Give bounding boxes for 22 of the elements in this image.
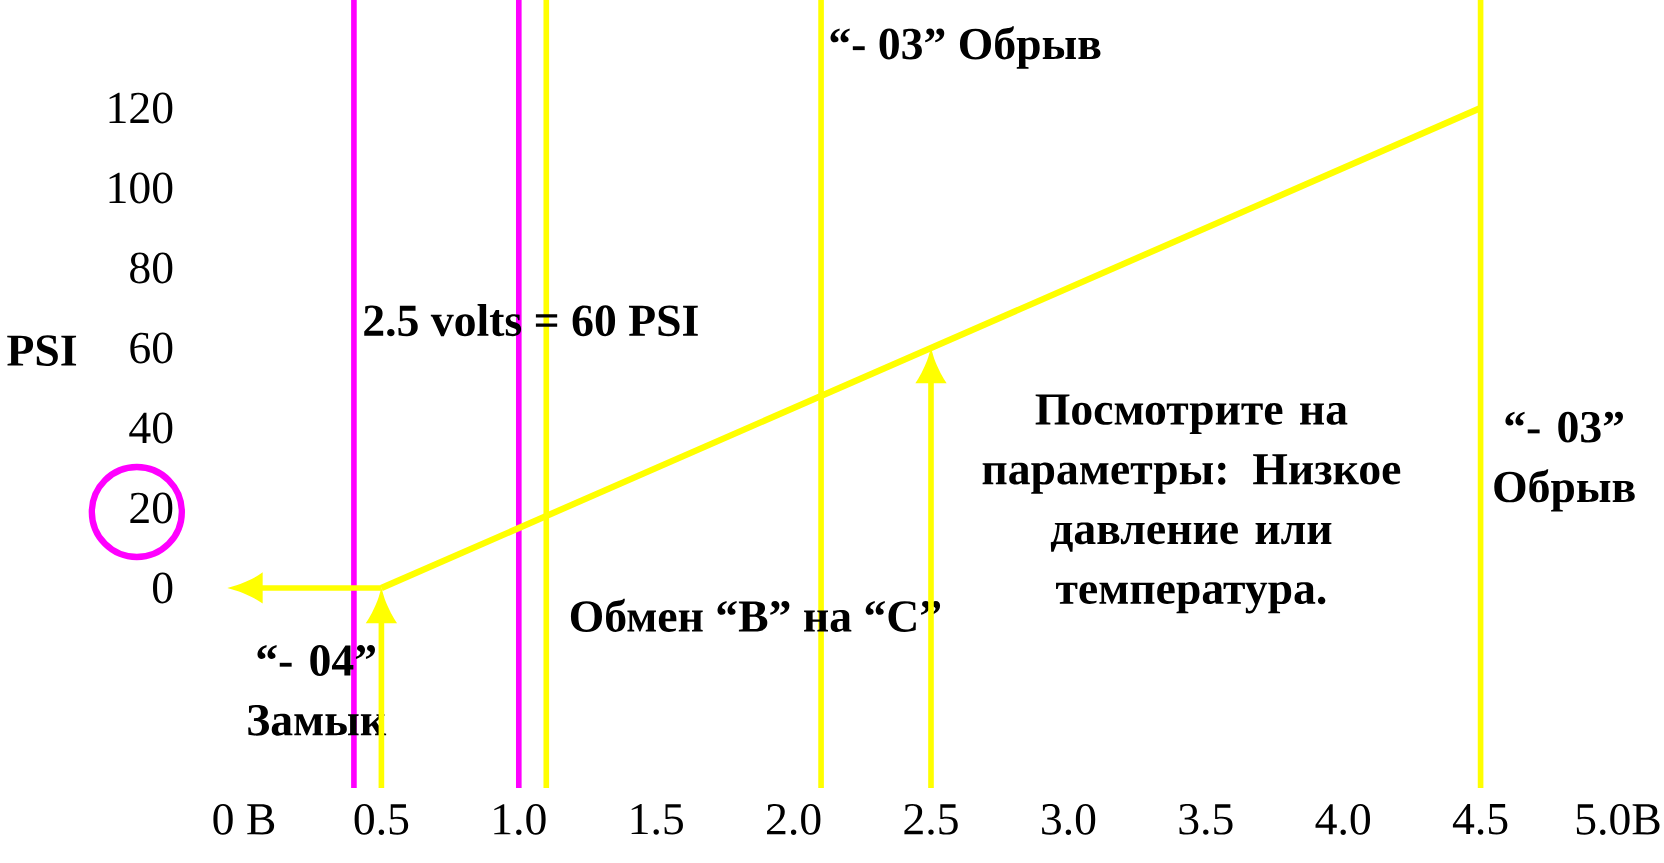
x-tick-label: 5.0B — [1576, 803, 1660, 835]
annotation: Посмотрите на параметры: Низкое давление или температура. — [982, 394, 1401, 614]
x-tick-label: 0 B — [213, 803, 275, 835]
y-tick-label: 40 — [129, 412, 173, 444]
y-tick-label: 120 — [109, 92, 173, 124]
x-tick-label: 1.0 — [494, 803, 546, 835]
x-tick-label: 0.5 — [354, 803, 409, 835]
y-tick-label: 0 — [152, 572, 173, 604]
y-tick-label: 80 — [130, 252, 173, 284]
x-tick-label: 3.0 — [1042, 803, 1096, 835]
annotation: “- 03” Обрыв — [1494, 411, 1635, 512]
annotation: “- 03” Обрыв — [830, 26, 1101, 69]
y-tick-label: 100 — [109, 172, 173, 204]
x-tick-label: 3.5 — [1179, 803, 1233, 835]
x-tick-label: 2.5 — [904, 803, 958, 835]
x-tick-label: 4.5 — [1452, 803, 1508, 835]
x-tick-label: 2.0 — [767, 803, 821, 835]
y-axis-title: PSI — [7, 335, 77, 366]
y-tick-label: 20 — [130, 492, 173, 524]
x-tick-label: 1.5 — [631, 803, 683, 835]
y-tick-label: 60 — [130, 332, 173, 364]
x-tick-label: 4.0 — [1315, 803, 1371, 835]
